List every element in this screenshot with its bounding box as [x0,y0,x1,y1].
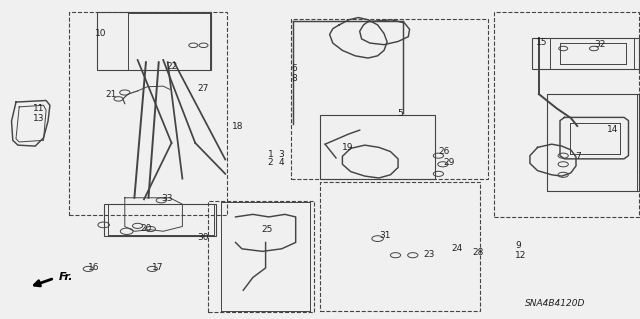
Text: 30: 30 [197,233,209,242]
Text: 1: 1 [268,150,273,159]
Bar [494,12,639,217]
Text: 27: 27 [197,84,209,93]
Text: 14: 14 [607,125,618,134]
Text: 11: 11 [33,104,45,113]
Text: 25: 25 [261,225,273,234]
Bar [532,38,639,69]
Text: 24: 24 [451,244,463,253]
Text: 6: 6 [291,64,297,73]
Text: 13: 13 [33,114,45,122]
Text: 32: 32 [594,40,605,48]
Text: 18: 18 [232,122,243,130]
Text: 20: 20 [141,224,152,233]
Bar [291,19,488,179]
Bar [104,204,216,236]
Text: 2: 2 [268,158,273,167]
Text: 16: 16 [88,263,100,272]
Text: 8: 8 [291,74,297,83]
Text: 22: 22 [166,63,178,71]
Text: SNA4B4120D: SNA4B4120D [525,299,585,308]
Text: 23: 23 [424,250,435,259]
Text: 15: 15 [536,38,548,47]
Bar [69,12,227,215]
Text: 33: 33 [161,194,173,203]
Text: 9: 9 [515,241,521,250]
Bar [97,12,211,70]
Text: 28: 28 [472,248,484,257]
Text: 5: 5 [397,109,403,118]
Bar [547,94,639,191]
Text: 7: 7 [575,152,580,161]
Text: Fr.: Fr. [59,272,74,282]
Text: 21: 21 [106,90,117,99]
Bar [320,182,480,311]
Text: 12: 12 [515,251,527,260]
Text: 3: 3 [278,150,284,159]
Text: 10: 10 [95,29,106,38]
Text: 31: 31 [379,231,390,240]
Text: 26: 26 [438,147,450,156]
Text: 4: 4 [278,158,284,167]
Bar [320,115,435,179]
Text: 17: 17 [152,263,164,272]
Text: 19: 19 [342,143,354,152]
Text: 29: 29 [443,158,454,167]
Bar [208,201,314,312]
